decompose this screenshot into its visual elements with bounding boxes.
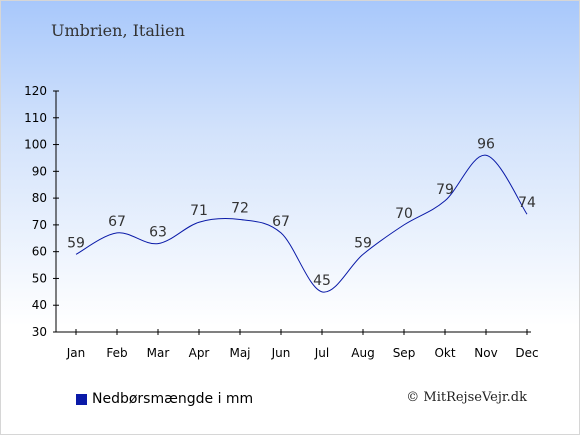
data-labels: 59 67 63 71 72 67 45 59 70 79 96 74 xyxy=(67,136,536,289)
x-tick-label: Jan xyxy=(66,346,86,360)
y-tick-label: 40 xyxy=(32,298,47,312)
y-tick-label: 80 xyxy=(32,191,47,205)
x-axis-ticks: Jan Feb Mar Apr Maj Jun Jul Aug Sep Okt Nov Dec xyxy=(66,329,539,360)
x-tick-label: Apr xyxy=(189,346,210,360)
data-label: 59 xyxy=(67,235,85,251)
y-tick-label: 70 xyxy=(32,218,47,232)
x-tick-label: Maj xyxy=(229,346,250,360)
x-tick-label: Dec xyxy=(515,346,538,360)
y-tick-label: 90 xyxy=(32,164,47,178)
y-tick-label: 50 xyxy=(32,271,47,285)
data-label: 96 xyxy=(477,136,495,152)
y-tick-label: 30 xyxy=(32,325,47,339)
x-tick-label: Sep xyxy=(393,346,416,360)
series-line xyxy=(75,154,528,293)
y-axis-ticks: 30 40 50 60 70 80 90 100 110 120 xyxy=(24,84,59,339)
x-tick-label: Jun xyxy=(271,346,291,360)
legend: Nedbørsmængde i mm xyxy=(76,391,253,407)
x-tick-label: Okt xyxy=(434,346,455,360)
legend-swatch xyxy=(76,393,87,405)
data-label: 70 xyxy=(395,206,413,222)
data-label: 79 xyxy=(436,182,454,198)
y-tick-label: 110 xyxy=(24,111,47,125)
y-tick-label: 60 xyxy=(32,245,47,259)
x-tick-label: Nov xyxy=(474,346,497,360)
data-label: 63 xyxy=(149,225,167,241)
data-label: 72 xyxy=(231,201,249,217)
data-label: 67 xyxy=(272,214,290,230)
axes xyxy=(55,91,531,333)
x-tick-label: Feb xyxy=(106,346,127,360)
credit-text: © MitRejseVejr.dk xyxy=(406,390,527,405)
x-tick-label: Aug xyxy=(351,346,374,360)
x-tick-label: Jul xyxy=(314,346,329,360)
data-label: 59 xyxy=(354,235,372,251)
legend-label: Nedbørsmængde i mm xyxy=(92,391,254,407)
y-tick-label: 120 xyxy=(24,84,47,98)
x-tick-label: Mar xyxy=(147,346,170,360)
chart-subtitle: Umbrien, Italien xyxy=(51,21,185,40)
data-label: 74 xyxy=(518,195,536,211)
data-label: 71 xyxy=(190,203,208,219)
y-tick-label: 100 xyxy=(24,138,47,152)
data-label: 45 xyxy=(313,273,331,289)
data-label: 67 xyxy=(108,214,126,230)
